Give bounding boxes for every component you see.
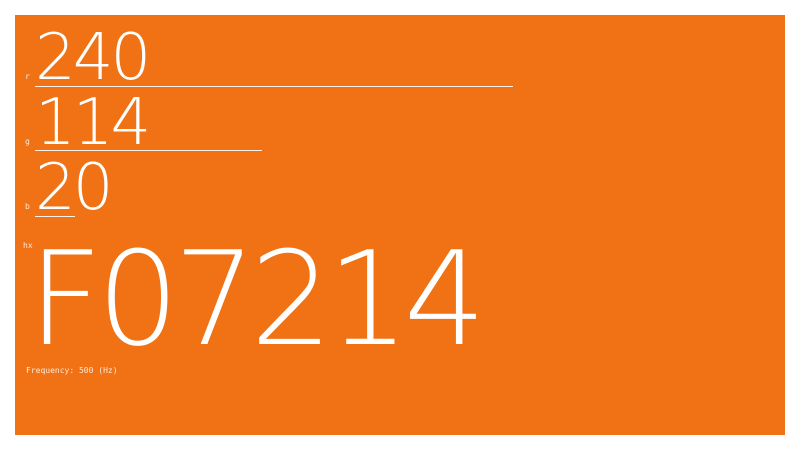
green-label: g <box>25 137 30 146</box>
green-level-bar <box>35 150 262 151</box>
hex-label: hx <box>23 241 33 250</box>
red-value: 240 <box>35 21 151 95</box>
hex-value: F07214 <box>28 223 486 375</box>
green-value: 114 <box>35 86 151 160</box>
red-label: r <box>25 72 30 81</box>
frequency-readout: Frequency: 500 (Hz) <box>26 366 118 375</box>
color-panel: 240 r 114 g 20 b hx F07214 Frequency: 50… <box>15 15 785 435</box>
blue-level-bar <box>35 216 75 217</box>
blue-value: 20 <box>35 151 113 225</box>
blue-label: b <box>25 202 30 211</box>
red-level-bar <box>35 86 513 87</box>
